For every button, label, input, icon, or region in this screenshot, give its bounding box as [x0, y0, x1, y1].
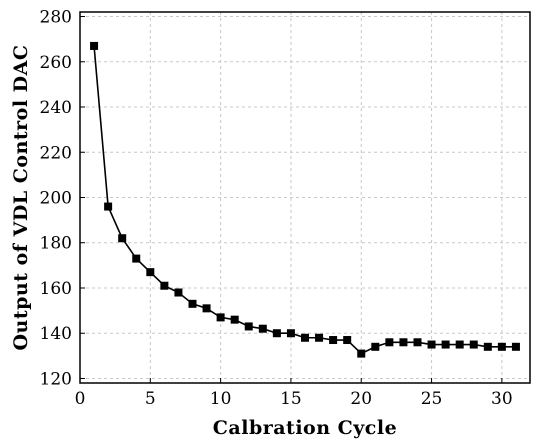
data-point [202, 304, 211, 313]
y-tick-label: 160 [40, 279, 72, 299]
data-point [315, 333, 324, 342]
x-tick-label: 0 [75, 389, 86, 409]
data-point [329, 336, 338, 345]
data-point [301, 333, 309, 342]
y-axis-ticks: 120 140 160 180 200 220 240 260 280 [40, 8, 85, 389]
y-tick-label: 200 [40, 189, 72, 209]
data-point [497, 342, 506, 351]
x-tick-label: 10 [210, 389, 232, 409]
data-point [90, 41, 99, 50]
y-tick-label: 120 [40, 369, 72, 389]
data-point [258, 324, 267, 333]
data-point [286, 329, 295, 338]
data-point [343, 336, 352, 345]
data-point [357, 349, 366, 358]
data-point [385, 338, 394, 347]
data-point [455, 340, 464, 349]
data-point [272, 329, 281, 338]
x-tick-label: 15 [280, 389, 302, 409]
data-point [427, 340, 436, 349]
data-point [511, 342, 520, 351]
data-point [230, 315, 239, 324]
data-point [441, 340, 450, 349]
series-markers [90, 41, 520, 358]
y-axis-label: Output of VDL Control DAC [10, 44, 32, 350]
series-line [93, 45, 516, 355]
data-point [413, 338, 422, 347]
x-tick-label: 20 [350, 389, 372, 409]
data-point [188, 299, 197, 308]
x-tick-label: 5 [145, 389, 156, 409]
data-point [104, 202, 113, 211]
y-tick-label: 180 [40, 234, 72, 254]
data-point [174, 288, 183, 297]
x-axis-ticks: 0 5 10 15 20 25 30 [75, 378, 513, 409]
data-point [371, 342, 380, 351]
grid [80, 12, 530, 383]
data-point [118, 234, 127, 243]
y-tick-label: 140 [40, 324, 72, 344]
data-point [399, 338, 408, 347]
data-point [216, 313, 225, 322]
x-tick-label: 30 [491, 389, 513, 409]
data-point [469, 340, 478, 349]
y-tick-label: 220 [40, 143, 72, 163]
y-tick-label: 240 [40, 98, 72, 118]
y-tick-label: 260 [40, 53, 72, 73]
data-point [483, 342, 492, 351]
data-point [160, 281, 169, 290]
y-tick-label: 280 [40, 8, 72, 28]
data-point [244, 322, 253, 331]
x-tick-label: 25 [421, 389, 443, 409]
x-axis-label: Calbration Cycle [213, 417, 397, 439]
data-point [132, 254, 141, 263]
data-point [146, 268, 155, 277]
